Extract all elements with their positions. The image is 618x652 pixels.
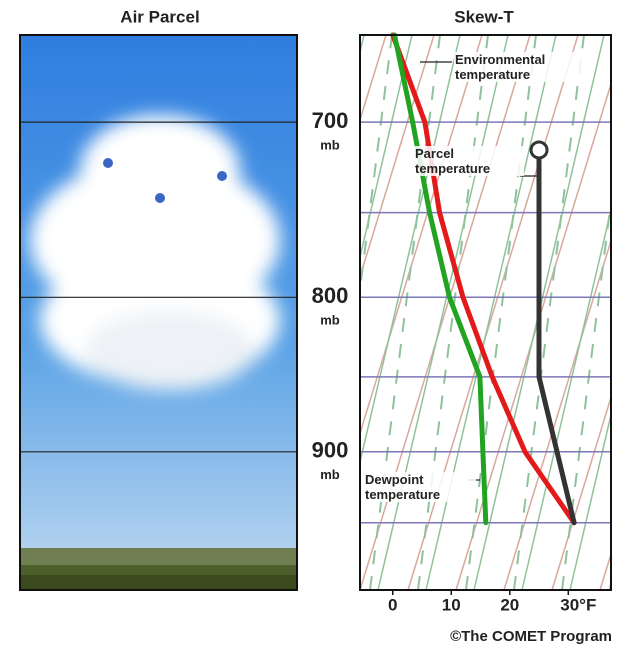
- isotherm: [503, 238, 611, 590]
- y-unit-label: mb: [320, 138, 340, 153]
- isotherm: [360, 35, 483, 436]
- y-unit-label: mb: [320, 313, 340, 328]
- series-label: Dewpoint temperature: [364, 472, 476, 502]
- panel-title: Air Parcel: [120, 7, 199, 26]
- dry-adiabat: [569, 411, 611, 590]
- x-tick-label: 10: [442, 595, 461, 614]
- air-parcel-panel: [20, 35, 297, 590]
- panel-title: Skew-T: [454, 7, 514, 26]
- y-unit-label: mb: [320, 467, 340, 482]
- series-line: [536, 147, 577, 526]
- series-line: [390, 32, 577, 526]
- dry-adiabat: [360, 35, 461, 466]
- credit: ©The COMET Program: [450, 628, 612, 645]
- x-tick-label: 20: [500, 595, 519, 614]
- dry-adiabat: [521, 206, 611, 590]
- dry-adiabat: [360, 35, 413, 261]
- mixing-ratio: [0, 35, 8, 590]
- isotherm: [551, 394, 611, 590]
- isotherm: [360, 35, 435, 280]
- series-line: [392, 32, 489, 526]
- x-tick-label: 0: [388, 595, 397, 614]
- series-label: Parcel temperature: [414, 146, 524, 176]
- series-label: Environmental temperature: [454, 52, 586, 82]
- y-tick-label: 800: [312, 283, 349, 308]
- y-tick-label: 700: [312, 108, 349, 133]
- isotherm: [599, 551, 611, 590]
- x-tick-label: 30°F: [560, 595, 596, 614]
- parcel-marker: [529, 140, 549, 160]
- y-tick-label: 900: [312, 438, 349, 463]
